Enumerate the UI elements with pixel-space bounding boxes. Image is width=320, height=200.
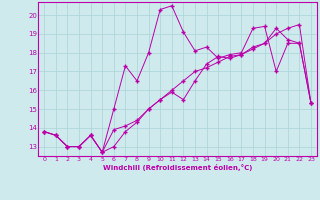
X-axis label: Windchill (Refroidissement éolien,°C): Windchill (Refroidissement éolien,°C) (103, 164, 252, 171)
